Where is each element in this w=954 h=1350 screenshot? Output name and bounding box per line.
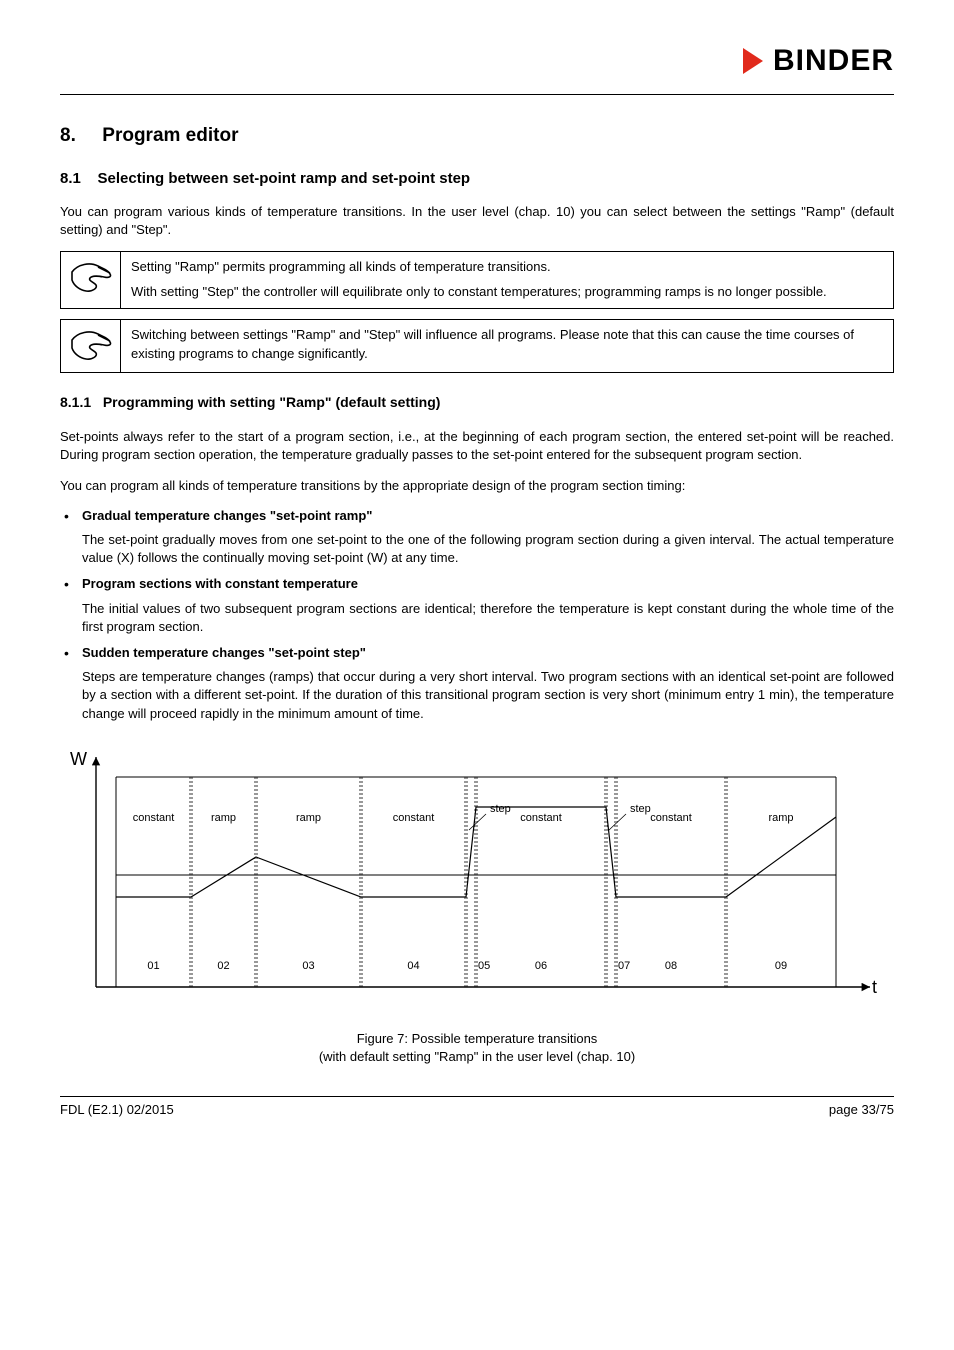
subsection-title: Selecting between set-point ramp and set… [98,170,471,187]
bullet-body: The initial values of two subsequent pro… [82,600,894,636]
page-footer: FDL (E2.1) 02/2015 page 33/75 [60,1097,894,1119]
svg-text:03: 03 [302,960,314,972]
caption-line2: (with default setting "Ramp" in the user… [319,1049,635,1064]
svg-text:constant: constant [650,812,692,824]
svg-text:constant: constant [520,812,562,824]
svg-text:constant: constant [393,812,435,824]
chart-svg: Wt constant 01 ramp 02 ramp 03 constant 04 step 05… [60,737,880,1017]
svg-text:01: 01 [147,960,159,972]
note1-line1: Setting "Ramp" permits programming all k… [131,258,883,277]
svg-text:ramp: ramp [768,812,793,824]
para-2: You can program all kinds of temperature… [60,477,894,495]
bullet-list: Gradual temperature changes "set-point r… [60,507,894,723]
note2-text: Switching between settings "Ramp" and "S… [131,326,883,364]
bullet-head: Gradual temperature changes "set-point r… [82,507,894,525]
subsection-number: 8.1 [60,170,81,187]
brand-logo: BINDER [741,40,894,82]
svg-text:ramp: ramp [296,812,321,824]
bullet-head: Program sections with constant temperatu… [82,575,894,593]
svg-text:ramp: ramp [211,812,236,824]
svg-text:04: 04 [407,960,419,972]
subsection-heading: 8.1 Selecting between set-point ramp and… [60,168,894,189]
section-number: 8. [60,125,76,146]
note-text: Setting "Ramp" permits programming all k… [121,252,893,308]
note-icon-cell [61,252,121,308]
subsub-number: 8.1.1 [60,394,91,410]
section-title: Program editor [102,125,238,146]
intro-paragraph: You can program various kinds of tempera… [60,203,894,239]
bullet-body: Steps are temperature changes (ramps) th… [82,668,894,723]
header-rule [60,94,894,95]
brand-name: BINDER [773,40,894,82]
bullet-head: Sudden temperature changes "set-point st… [82,644,894,662]
section-heading: 8. Program editor [60,123,894,150]
svg-text:07: 07 [618,960,630,972]
svg-text:W: W [70,749,87,769]
footer-right: page 33/75 [829,1101,894,1119]
para-1: Set-points always refer to the start of … [60,428,894,464]
svg-text:step: step [630,803,651,815]
bullet-item: Gradual temperature changes "set-point r… [60,507,894,568]
bullet-item: Program sections with constant temperatu… [60,575,894,636]
header-logo-row: BINDER [60,40,894,82]
subsub-title: Programming with setting "Ramp" (default… [103,394,441,410]
svg-text:t: t [872,977,877,997]
hand-pointing-icon [68,326,114,366]
note-text: Switching between settings "Ramp" and "S… [121,320,893,372]
subsubsection-heading: 8.1.1 Programming with setting "Ramp" (d… [60,393,894,413]
svg-text:02: 02 [217,960,229,972]
note-icon-cell [61,320,121,372]
svg-text:08: 08 [665,960,677,972]
footer-left: FDL (E2.1) 02/2015 [60,1101,174,1119]
note-box-2: Switching between settings "Ramp" and "S… [60,319,894,373]
note-box-1: Setting "Ramp" permits programming all k… [60,251,894,309]
svg-text:05: 05 [478,960,490,972]
svg-text:06: 06 [535,960,547,972]
svg-text:step: step [490,803,511,815]
svg-text:constant: constant [133,812,175,824]
hand-pointing-icon [68,258,114,298]
bullet-body: The set-point gradually moves from one s… [82,531,894,567]
bullet-item: Sudden temperature changes "set-point st… [60,644,894,723]
caption-line1: Figure 7: Possible temperature transitio… [357,1031,598,1046]
figure-caption: Figure 7: Possible temperature transitio… [60,1030,894,1066]
transitions-chart: Wt constant 01 ramp 02 ramp 03 constant 04 step 05… [60,737,894,1022]
svg-text:09: 09 [775,960,787,972]
logo-mark-icon [741,46,767,76]
note1-line2: With setting "Step" the controller will … [131,283,883,302]
